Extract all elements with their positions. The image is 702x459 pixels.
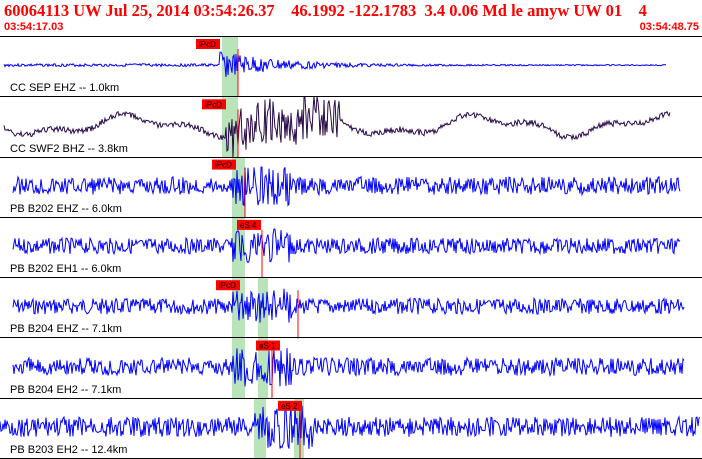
waveform-trace bbox=[0, 405, 701, 449]
analysis-window bbox=[232, 217, 245, 279]
trace-label: CC SEP EHZ -- 1.0km bbox=[10, 82, 120, 95]
phase-pick[interactable]: iPcD bbox=[212, 159, 246, 218]
waveform-trace bbox=[12, 348, 685, 387]
trace-panel[interactable]: PB B204 EH2 -- 7.1km bbox=[0, 339, 702, 399]
waveform-trace bbox=[12, 166, 681, 207]
trace-label: CC SWF2 BHZ -- 3.8km bbox=[10, 142, 128, 155]
phase-pick[interactable]: eS 4 bbox=[237, 219, 263, 279]
trace-label: PB B204 EH2 -- 7.1km bbox=[10, 383, 122, 396]
waveform-trace bbox=[3, 51, 667, 77]
trace-panel[interactable]: PB B203 EH2 -- 12.4km bbox=[0, 399, 702, 459]
analysis-window bbox=[258, 278, 268, 339]
pick-label: iPcD bbox=[215, 161, 232, 170]
trace-label: PB B204 EHZ -- 7.1km bbox=[10, 323, 122, 336]
analysis-window bbox=[222, 37, 238, 98]
trace-label: PB B203 EH2 -- 12.4km bbox=[10, 444, 128, 457]
phase-pick[interactable]: iPcD bbox=[216, 280, 299, 339]
trace-panel[interactable]: PB B204 EHZ -- 7.1km bbox=[0, 278, 702, 339]
seismogram-canvas: iPcD iPcD iPcD eS 4 iPcD eS 1 eS 2 bbox=[0, 37, 701, 459]
waveform-trace bbox=[12, 288, 685, 323]
seismogram-plot-area: iPcD iPcD iPcD eS 4 iPcD eS 1 eS 2 CC SEP EHZ … bbox=[0, 36, 702, 459]
pick-label: iPcD bbox=[199, 40, 216, 49]
trace-panel[interactable]: PB B202 EHZ -- 6.0km bbox=[0, 158, 702, 218]
trace-label: PB B202 EH1 -- 6.0km bbox=[10, 263, 122, 276]
analysis-window bbox=[258, 338, 268, 399]
pick-label: eS 4 bbox=[240, 221, 257, 230]
pick-label: eS 1 bbox=[259, 342, 276, 351]
start-time: 03:54:17.03 bbox=[4, 21, 64, 33]
pick-label: iPcD bbox=[205, 100, 222, 109]
event-title: 60064113 UW Jul 25, 2014 03:54:26.37 46.… bbox=[4, 1, 647, 20]
pick-label: iPcD bbox=[219, 281, 236, 290]
waveform-trace bbox=[12, 228, 681, 264]
end-time: 03:54:48.75 bbox=[639, 21, 699, 33]
phase-pick[interactable]: iPcD bbox=[202, 99, 239, 158]
phase-pick[interactable]: eS 2 bbox=[278, 400, 302, 459]
trace-panel[interactable]: PB B202 EH1 -- 6.0km bbox=[0, 218, 702, 279]
event-header: 60064113 UW Jul 25, 2014 03:54:26.37 46.… bbox=[0, 0, 702, 34]
pick-label: eS 2 bbox=[281, 402, 298, 411]
phase-pick[interactable]: iPcD bbox=[196, 39, 239, 98]
waveform-trace bbox=[3, 95, 671, 159]
trace-label: PB B202 EHZ -- 6.0km bbox=[10, 202, 122, 215]
phase-pick[interactable]: eS 1 bbox=[256, 340, 280, 399]
trace-panel[interactable]: CC SEP EHZ -- 1.0km bbox=[0, 37, 702, 98]
trace-panel[interactable]: CC SWF2 BHZ -- 3.8km bbox=[0, 97, 702, 158]
